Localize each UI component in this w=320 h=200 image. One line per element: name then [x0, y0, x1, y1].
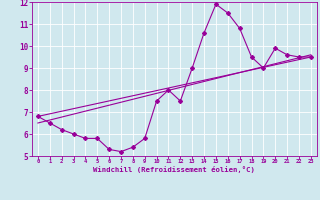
X-axis label: Windchill (Refroidissement éolien,°C): Windchill (Refroidissement éolien,°C) [93, 166, 255, 173]
